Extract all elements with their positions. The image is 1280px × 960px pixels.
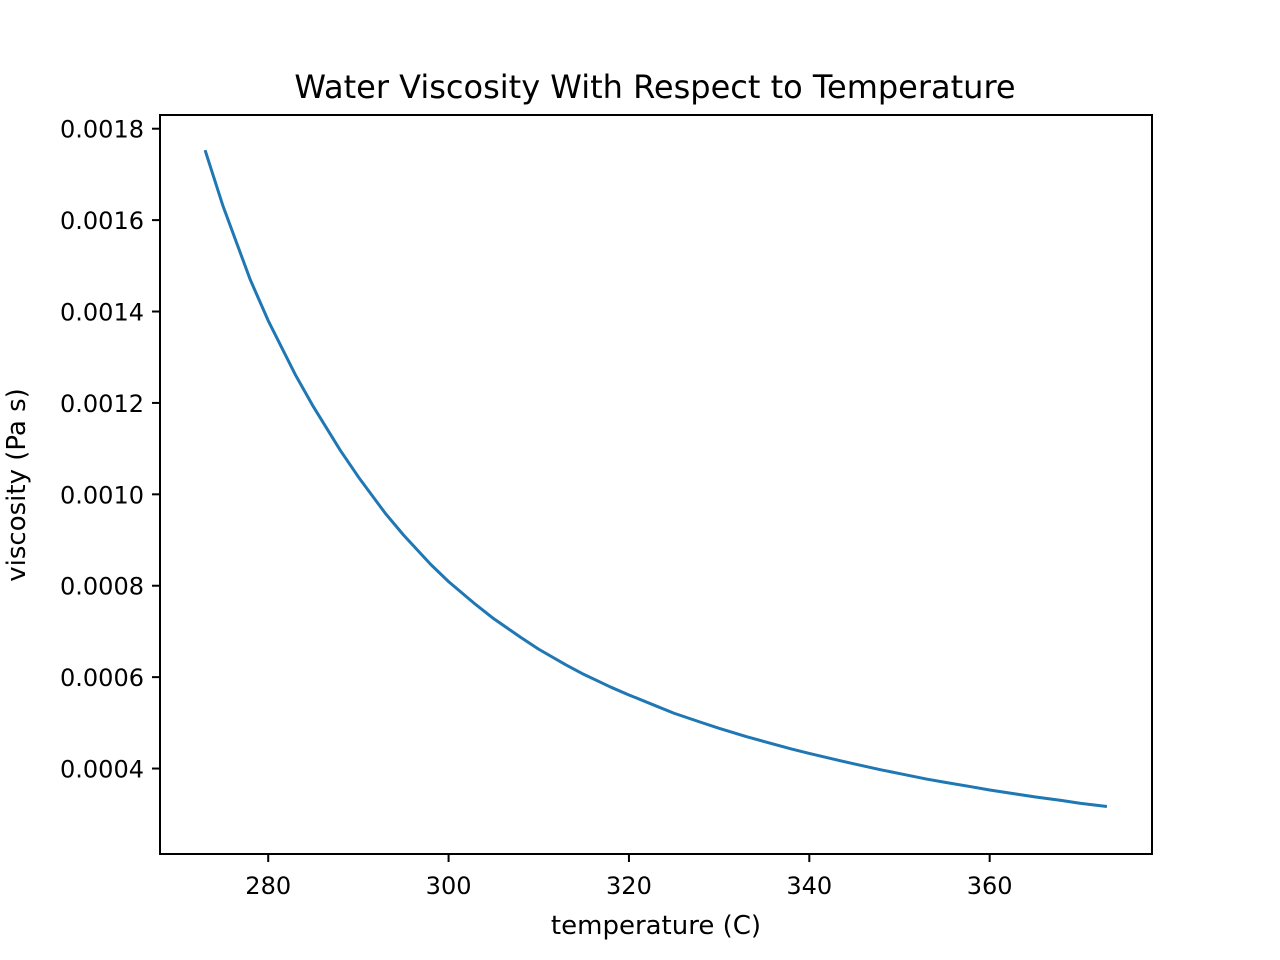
y-tick-label: 0.0004 bbox=[60, 756, 144, 784]
y-tick-label: 0.0008 bbox=[60, 573, 144, 601]
y-tick-label: 0.0006 bbox=[60, 664, 144, 692]
x-tick-label: 300 bbox=[426, 872, 472, 900]
x-tick-label: 320 bbox=[606, 872, 652, 900]
x-tick-label: 280 bbox=[245, 872, 291, 900]
y-tick-label: 0.0014 bbox=[60, 299, 144, 327]
y-axis-label: viscosity (Pa s) bbox=[2, 388, 32, 582]
y-tick-label: 0.0018 bbox=[60, 116, 144, 144]
x-tick-label: 340 bbox=[786, 872, 832, 900]
y-tick-label: 0.0010 bbox=[60, 481, 144, 509]
x-tick-label: 360 bbox=[967, 872, 1013, 900]
y-tick-label: 0.0016 bbox=[60, 207, 144, 235]
y-tick-label: 0.0012 bbox=[60, 390, 144, 418]
viscosity-series-line bbox=[203, 149, 1108, 808]
plot-frame bbox=[159, 114, 1153, 855]
chart-title: Water Viscosity With Respect to Temperat… bbox=[294, 68, 1015, 106]
x-axis-label: temperature (C) bbox=[551, 911, 761, 941]
